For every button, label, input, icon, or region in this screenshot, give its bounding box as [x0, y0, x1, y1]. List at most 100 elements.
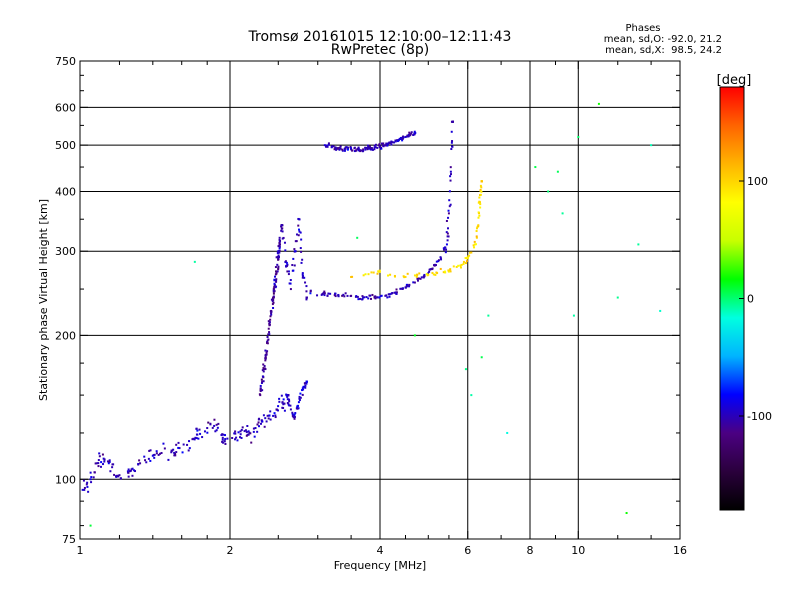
data-point [413, 281, 416, 284]
data-point [149, 449, 152, 452]
data-point [472, 244, 475, 247]
data-point [207, 421, 210, 424]
data-point [479, 193, 482, 196]
legend-title: Phases [625, 23, 660, 34]
data-point [167, 458, 170, 461]
data-point [160, 451, 163, 454]
data-point [174, 454, 177, 457]
data-point [416, 277, 419, 280]
data-point [389, 273, 392, 276]
data-point [252, 427, 255, 430]
data-point [149, 459, 152, 462]
data-point [375, 143, 378, 146]
data-point [385, 144, 388, 147]
data-point [393, 291, 396, 294]
data-point [343, 295, 346, 298]
data-point [272, 292, 275, 295]
data-point [127, 471, 130, 474]
data-point [297, 218, 300, 221]
data-point [390, 140, 393, 143]
data-point [343, 149, 346, 152]
data-point [323, 144, 326, 147]
data-point [239, 433, 242, 436]
data-point [273, 282, 276, 285]
data-point [263, 425, 266, 428]
data-point [369, 297, 372, 300]
data-point [357, 298, 360, 301]
data-point [357, 147, 360, 150]
data-point [163, 447, 166, 450]
data-point [397, 139, 400, 142]
data-point [404, 275, 407, 278]
data-point [327, 142, 330, 145]
data-point [412, 281, 415, 284]
data-point [283, 402, 286, 405]
data-point [443, 270, 446, 273]
data-point [286, 398, 289, 401]
data-point [239, 430, 242, 433]
data-point [129, 470, 132, 473]
data-point [459, 266, 462, 269]
data-point [234, 438, 237, 441]
data-point [262, 367, 265, 370]
data-point [395, 292, 398, 295]
data-point [97, 462, 100, 465]
data-point [97, 465, 100, 468]
data-point [410, 132, 413, 135]
data-point [426, 272, 429, 275]
data-point [451, 145, 454, 148]
data-point [406, 272, 409, 275]
data-point [298, 395, 301, 398]
data-point [413, 334, 416, 337]
data-point [625, 512, 628, 515]
data-point [261, 369, 264, 372]
data-point [337, 147, 340, 150]
data-point [367, 273, 370, 276]
data-point [293, 264, 296, 267]
data-point [282, 236, 285, 239]
data-point [376, 146, 379, 149]
data-point [401, 287, 404, 290]
data-point [435, 271, 438, 274]
data-point [148, 449, 151, 452]
data-point [437, 259, 440, 262]
colorbar-tick-label: -100 [747, 410, 772, 423]
data-point [401, 137, 404, 140]
data-point [254, 427, 257, 430]
data-point [379, 145, 382, 148]
data-point [240, 436, 243, 439]
data-point [252, 430, 255, 433]
data-point [286, 402, 289, 405]
data-point [385, 142, 388, 145]
data-point [419, 277, 422, 280]
data-point [446, 235, 449, 238]
data-point [144, 459, 147, 462]
data-point [272, 306, 275, 309]
data-point [271, 303, 274, 306]
data-point [506, 431, 509, 434]
data-point [464, 257, 467, 260]
colorbar-tick-label: 100 [747, 175, 768, 188]
data-point [298, 399, 301, 402]
data-point [277, 409, 280, 412]
data-point [361, 298, 364, 301]
data-point [350, 148, 353, 151]
data-point [388, 141, 391, 144]
data-point [378, 269, 381, 272]
data-point [103, 460, 106, 463]
x-tick-label: 10 [571, 544, 585, 557]
data-point [395, 288, 398, 291]
data-point [222, 433, 225, 436]
data-point [413, 133, 416, 136]
data-point [267, 333, 270, 336]
data-point [299, 392, 302, 395]
data-point [469, 251, 472, 254]
data-point [196, 433, 199, 436]
data-point [464, 368, 467, 371]
data-point [408, 131, 411, 134]
data-point [298, 397, 301, 400]
data-point [432, 273, 435, 276]
data-point [131, 467, 134, 470]
data-point [283, 409, 286, 412]
data-point [467, 255, 470, 258]
